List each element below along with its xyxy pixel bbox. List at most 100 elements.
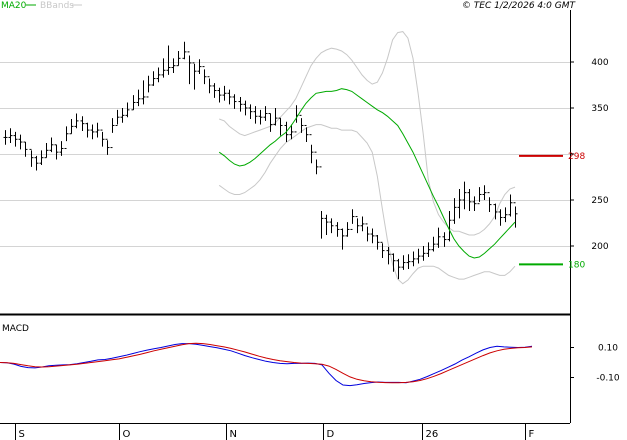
price-bar <box>329 218 334 234</box>
price-bar <box>156 67 161 83</box>
bbands-upper-line <box>219 31 516 236</box>
price-bar <box>8 128 13 143</box>
bbands-lower-line <box>218 124 516 285</box>
price-bar <box>248 104 253 120</box>
price-gridlines <box>0 62 570 247</box>
price-bars <box>3 41 518 280</box>
price-bar <box>13 131 18 147</box>
price-bar <box>64 126 69 149</box>
legend-bg <box>0 0 88 11</box>
price-bar <box>503 207 508 223</box>
time-axis-ticks: S O N D 26 F <box>15 424 535 440</box>
level-label-298: 298 <box>568 152 585 162</box>
price-bar <box>304 124 309 143</box>
price-bar <box>182 41 187 60</box>
price-bar <box>508 194 513 217</box>
ma20-line <box>218 88 516 259</box>
price-bar <box>44 142 49 159</box>
price-panel-bg <box>0 0 570 313</box>
price-bar <box>335 222 340 237</box>
time-tick-label: 26 <box>426 429 439 440</box>
price-bar <box>192 62 197 90</box>
price-bar <box>268 113 273 132</box>
price-bar <box>238 96 243 112</box>
price-bar <box>253 106 258 124</box>
macd-line <box>0 343 533 387</box>
price-bar <box>176 50 181 67</box>
horizontal-levels: 298 180 <box>519 152 585 270</box>
price-bar <box>319 166 324 239</box>
price-bar <box>54 144 59 160</box>
price-bar <box>340 228 345 250</box>
legend-ma20-label: MA20 <box>1 1 27 11</box>
price-bar <box>151 71 156 86</box>
price-bar <box>350 209 355 230</box>
ma20-polyline <box>218 88 516 259</box>
price-bar <box>227 89 232 105</box>
price-bar <box>166 45 171 75</box>
price-bar <box>49 137 54 153</box>
price-bar <box>161 58 166 78</box>
level-label-180: 180 <box>568 260 585 270</box>
price-bar <box>243 100 248 116</box>
price-bar <box>131 95 136 111</box>
price-bar <box>375 234 380 250</box>
price-bar <box>105 138 110 155</box>
price-bar <box>197 59 202 74</box>
price-bar <box>141 80 146 105</box>
price-bar <box>74 113 79 129</box>
price-bar <box>222 85 227 101</box>
price-bar <box>345 222 350 237</box>
price-bar <box>120 108 125 123</box>
price-tick-label: 400 <box>591 58 608 68</box>
price-bar <box>187 51 192 85</box>
macd-panel-bg <box>0 318 570 422</box>
price-bar <box>18 134 23 150</box>
price-bar <box>217 87 222 103</box>
price-bar <box>462 181 467 210</box>
time-tick-label: D <box>327 429 335 440</box>
price-bar <box>278 117 283 136</box>
price-bar <box>309 134 314 164</box>
price-bar <box>273 108 278 126</box>
price-bar <box>80 116 85 131</box>
price-bar <box>421 246 426 261</box>
price-bar <box>426 242 431 258</box>
price-bar <box>207 76 212 94</box>
macd-lines: 0.10 -0.10 <box>0 342 620 387</box>
timestamp-label: © TEC 1/2/2026 4:0 GMT <box>462 1 577 11</box>
time-tick-label: S <box>19 429 25 440</box>
price-bar <box>125 102 130 118</box>
price-bar <box>467 188 472 212</box>
price-bar <box>431 236 436 252</box>
price-bar <box>452 198 457 224</box>
price-bar <box>299 114 304 133</box>
price-bar <box>493 203 498 220</box>
price-bar <box>406 254 411 269</box>
macd-title: MACD <box>2 324 29 334</box>
price-bar <box>498 209 503 226</box>
price-bar <box>360 216 365 232</box>
price-bar <box>396 258 401 280</box>
price-tick-label: 200 <box>591 242 608 252</box>
price-bar <box>324 214 329 235</box>
price-bar <box>39 150 44 166</box>
price-bar <box>202 66 207 85</box>
price-bar <box>69 119 74 135</box>
price-bar <box>447 211 452 242</box>
time-tick-label: O <box>123 429 131 440</box>
price-bar <box>482 185 487 200</box>
price-bar <box>3 130 8 145</box>
price-tick-label: 250 <box>591 196 608 206</box>
bollinger-bands <box>218 31 516 285</box>
price-bar <box>136 89 141 107</box>
price-bar <box>232 94 237 109</box>
price-bar <box>212 83 217 98</box>
macd-tick-label: -0.10 <box>596 374 620 384</box>
price-bar <box>477 187 482 205</box>
price-bar <box>442 232 447 247</box>
time-tick-label: N <box>230 429 237 440</box>
price-bar <box>23 141 28 157</box>
legend-bbands-label: BBands <box>40 1 74 11</box>
